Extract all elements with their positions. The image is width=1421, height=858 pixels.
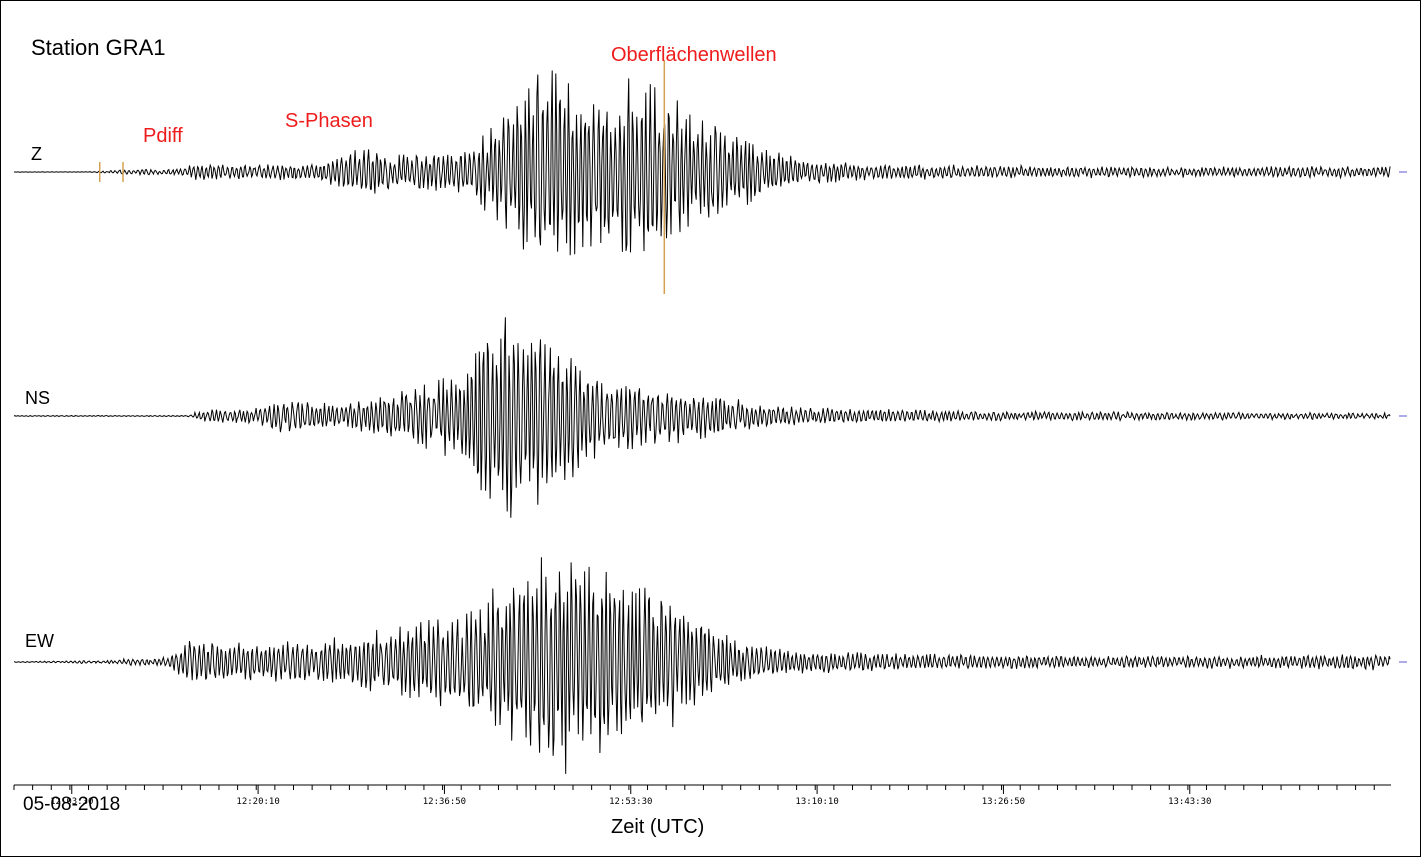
- x-tick-label: 12:36:50: [423, 797, 466, 807]
- station-label: Station GRA1: [31, 35, 166, 60]
- date-label: 05-08-2018: [23, 794, 121, 815]
- x-tick-label: 12:53:30: [609, 797, 652, 807]
- channel-label-z: Z: [31, 144, 42, 164]
- channel-label-ns: NS: [25, 388, 51, 408]
- x-axis-title: Zeit (UTC): [611, 816, 705, 838]
- x-tick-label: 13:10:10: [795, 797, 838, 807]
- x-tick-label: 13:26:50: [982, 797, 1025, 807]
- x-tick-label: 12:03:30: [50, 797, 93, 807]
- phase-markers-group: [98, 60, 666, 294]
- traces-group: [13, 70, 1407, 774]
- x-tick-label: 12:20:10: [236, 797, 279, 807]
- annotation-oberflaechenwellen: Oberflächenwellen: [611, 44, 777, 66]
- channel-label-ew: EW: [25, 631, 54, 651]
- trace-ew: [13, 557, 1391, 774]
- x-tick-label: 13:43:30: [1168, 797, 1211, 807]
- annotation-s-phasen: S-Phasen: [285, 110, 373, 132]
- time-axis: 12:03:30 12:20:10 12:36:50 12:53:30 13:10:10…: [13, 784, 1391, 807]
- trace-ns: [13, 317, 1391, 518]
- annotation-pdiff: Pdiff: [143, 125, 183, 147]
- trace-z: [13, 70, 1391, 256]
